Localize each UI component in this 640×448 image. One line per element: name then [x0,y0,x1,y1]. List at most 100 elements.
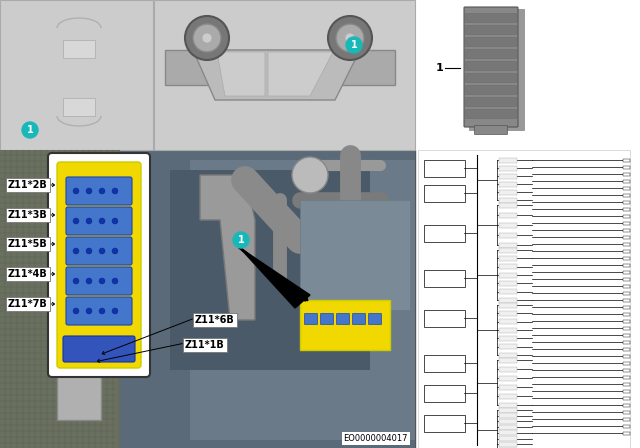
FancyBboxPatch shape [623,319,630,323]
FancyBboxPatch shape [499,425,517,430]
FancyBboxPatch shape [465,98,516,107]
Circle shape [292,157,328,193]
Polygon shape [57,332,101,420]
FancyBboxPatch shape [623,410,630,414]
FancyBboxPatch shape [465,61,516,70]
FancyBboxPatch shape [499,366,517,371]
Circle shape [99,308,105,314]
FancyBboxPatch shape [424,310,465,327]
FancyBboxPatch shape [499,353,517,358]
Circle shape [86,188,92,194]
Circle shape [73,218,79,224]
FancyBboxPatch shape [300,300,390,350]
Circle shape [345,33,355,43]
FancyBboxPatch shape [499,319,517,324]
FancyBboxPatch shape [424,159,465,177]
Circle shape [112,188,118,194]
FancyBboxPatch shape [499,336,517,341]
Circle shape [99,218,105,224]
FancyBboxPatch shape [300,200,410,310]
FancyBboxPatch shape [499,242,517,247]
Circle shape [99,188,105,194]
FancyBboxPatch shape [499,181,517,186]
FancyBboxPatch shape [499,247,517,253]
Circle shape [99,278,105,284]
Text: EO0000004017: EO0000004017 [344,434,408,443]
FancyBboxPatch shape [0,150,415,448]
FancyBboxPatch shape [57,162,141,368]
Polygon shape [200,175,255,320]
FancyBboxPatch shape [305,314,317,324]
FancyBboxPatch shape [499,393,517,399]
FancyBboxPatch shape [623,207,630,211]
FancyBboxPatch shape [623,221,630,224]
FancyBboxPatch shape [499,233,517,237]
FancyBboxPatch shape [499,190,517,194]
Circle shape [336,24,364,52]
FancyBboxPatch shape [499,212,517,217]
FancyBboxPatch shape [465,49,516,59]
FancyBboxPatch shape [623,348,630,350]
FancyBboxPatch shape [623,194,630,197]
FancyBboxPatch shape [0,150,415,448]
Polygon shape [63,40,95,58]
Text: Z11*2B: Z11*2B [8,180,48,190]
Circle shape [22,122,38,138]
FancyBboxPatch shape [337,314,349,324]
FancyBboxPatch shape [424,185,465,202]
FancyBboxPatch shape [66,297,132,325]
FancyBboxPatch shape [499,302,517,307]
FancyBboxPatch shape [623,333,630,336]
FancyBboxPatch shape [623,242,630,246]
FancyBboxPatch shape [190,160,415,440]
FancyBboxPatch shape [623,263,630,267]
FancyBboxPatch shape [499,158,517,163]
FancyBboxPatch shape [469,9,525,131]
Circle shape [73,308,79,314]
FancyBboxPatch shape [499,442,517,447]
FancyBboxPatch shape [623,340,630,344]
Circle shape [185,16,229,60]
FancyBboxPatch shape [499,198,517,202]
Circle shape [112,308,118,314]
Circle shape [233,232,249,248]
FancyBboxPatch shape [499,223,517,228]
Circle shape [86,308,92,314]
FancyBboxPatch shape [623,383,630,385]
FancyBboxPatch shape [465,73,516,82]
FancyBboxPatch shape [623,186,630,190]
FancyBboxPatch shape [424,414,465,431]
Polygon shape [217,52,265,96]
FancyBboxPatch shape [623,362,630,365]
Circle shape [73,188,79,194]
Text: 1: 1 [237,235,244,245]
FancyBboxPatch shape [623,404,630,406]
FancyBboxPatch shape [464,7,518,127]
FancyBboxPatch shape [465,13,516,22]
Circle shape [86,278,92,284]
Circle shape [99,248,105,254]
Polygon shape [268,52,333,96]
FancyBboxPatch shape [623,396,630,400]
FancyBboxPatch shape [623,271,630,273]
FancyBboxPatch shape [623,228,630,232]
FancyBboxPatch shape [66,237,132,265]
FancyBboxPatch shape [623,201,630,203]
Text: Z11*7B: Z11*7B [8,299,48,309]
FancyBboxPatch shape [499,402,517,408]
FancyBboxPatch shape [623,431,630,435]
FancyBboxPatch shape [0,0,153,150]
FancyBboxPatch shape [499,202,517,207]
FancyBboxPatch shape [623,369,630,371]
FancyBboxPatch shape [424,354,465,371]
FancyBboxPatch shape [623,277,630,280]
FancyBboxPatch shape [424,224,465,241]
Circle shape [112,218,118,224]
FancyBboxPatch shape [623,306,630,309]
FancyBboxPatch shape [623,425,630,427]
FancyBboxPatch shape [63,336,135,362]
FancyBboxPatch shape [499,264,517,269]
FancyBboxPatch shape [66,267,132,295]
FancyBboxPatch shape [623,250,630,253]
Polygon shape [193,50,360,100]
